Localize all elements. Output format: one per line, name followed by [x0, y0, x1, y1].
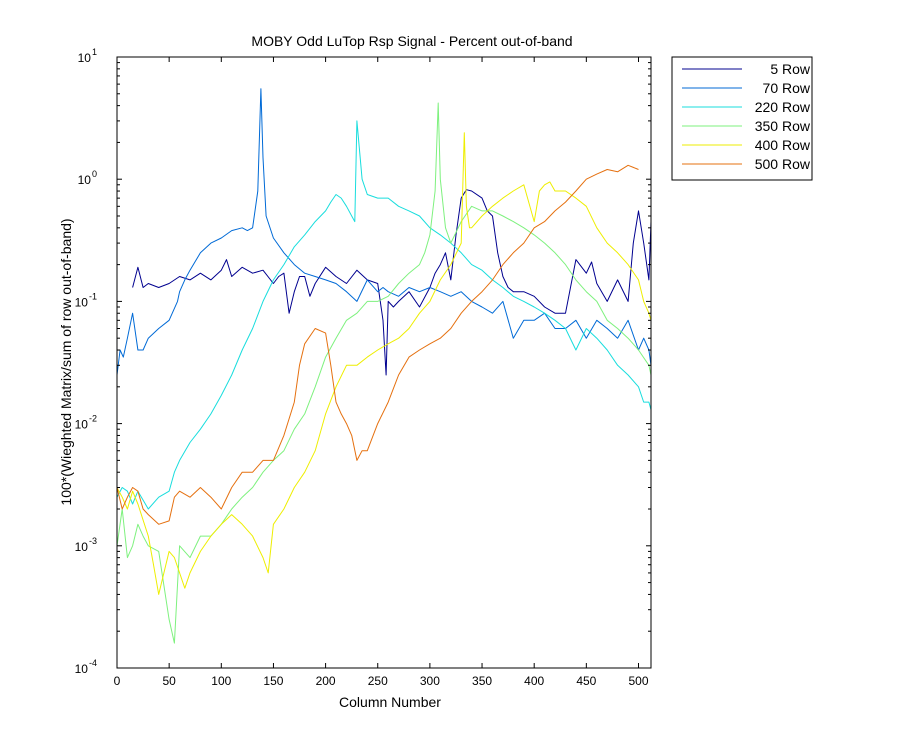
- legend-label: 220 Row: [755, 99, 811, 115]
- x-tick-label: 250: [368, 674, 388, 688]
- x-tick-label: 400: [524, 674, 544, 688]
- x-tick-label: 0: [114, 674, 121, 688]
- x-tick-label: 350: [472, 674, 492, 688]
- x-tick-label: 100: [211, 674, 231, 688]
- y-tick-exponent: 0: [92, 169, 97, 179]
- series-line-220-row: [116, 120, 652, 510]
- plot-area: [116, 88, 652, 644]
- y-tick-exponent: -1: [89, 291, 97, 301]
- series-line-400-row: [116, 132, 652, 595]
- x-tick-label: 50: [162, 674, 176, 688]
- y-axis-label: 100*(Wieghted Matrix/sum of row out-of-b…: [58, 218, 74, 505]
- x-axis-label: Column Number: [339, 694, 441, 710]
- y-tick-exponent: -4: [89, 658, 97, 668]
- axes: 0 50 100 150 200 250 300 350 400 450 50010-410-310…: [75, 47, 652, 688]
- series-line-70-row: [116, 88, 652, 376]
- legend-box: [671, 56, 813, 181]
- legend-label: 350 Row: [755, 118, 811, 134]
- y-tick-exponent: -3: [89, 536, 97, 546]
- x-tick-label: 200: [316, 674, 336, 688]
- y-tick-exponent: 1: [92, 47, 97, 57]
- x-tick-label: 300: [420, 674, 440, 688]
- x-tick-label: 150: [263, 674, 283, 688]
- y-tick-exponent: -2: [89, 414, 97, 424]
- series-line-5-row: [132, 189, 652, 376]
- x-tick-label: 500: [628, 674, 648, 688]
- legend-label: 500 Row: [755, 156, 811, 172]
- legend-label: 5 Row: [770, 61, 811, 77]
- series-line-500-row: [116, 164, 639, 525]
- legend: 5 Row 70 Row 220 Row 350 Row 400 Row 500 Row: [671, 56, 813, 181]
- axes-box: [116, 56, 652, 669]
- x-tick-label: 450: [576, 674, 596, 688]
- series-line-350-row: [116, 102, 652, 644]
- legend-label: 70 Row: [763, 80, 811, 96]
- chart-title: MOBY Odd LuTop Rsp Signal - Percent out-…: [251, 33, 572, 49]
- legend-label: 400 Row: [755, 137, 811, 153]
